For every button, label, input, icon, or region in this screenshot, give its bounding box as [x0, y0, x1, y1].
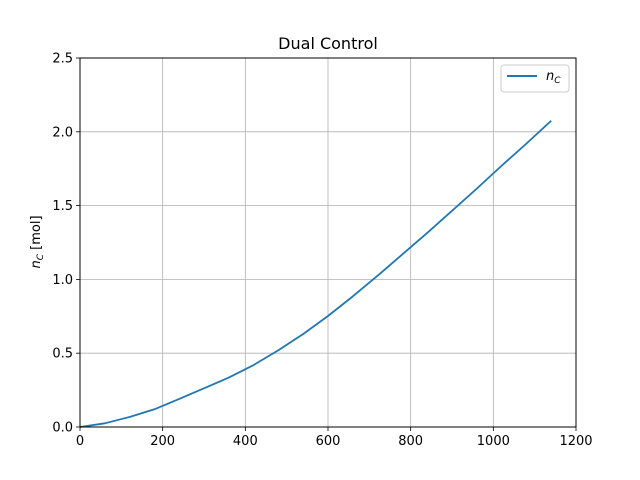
y-tick-label: 2.5 — [52, 52, 73, 67]
y-axis-label-unit: [mol] — [29, 215, 44, 254]
legend-label-sub: C — [554, 76, 561, 86]
legend-box — [500, 64, 570, 93]
series-line-nc — [79, 120, 552, 428]
y-tick-label: 0.0 — [52, 421, 73, 436]
x-axis: 0 200 400 600 800 1000 1200 — [76, 427, 593, 449]
y-axis-label-sub: C — [36, 253, 46, 260]
y-tick-label: 1.0 — [52, 273, 73, 288]
y-axis-label: nC [mol] — [29, 215, 46, 268]
x-tick-label: 200 — [150, 434, 175, 449]
y-tick-label: 2.0 — [52, 125, 73, 140]
x-tick-label: 400 — [233, 434, 258, 449]
y-tick-label: 0.5 — [52, 347, 73, 362]
chart-title: Dual Control — [278, 34, 378, 53]
series-layer — [79, 120, 552, 428]
legend-label-main: n — [546, 69, 554, 84]
x-tick-label: 600 — [316, 434, 341, 449]
x-tick-label: 800 — [398, 434, 423, 449]
legend-label: nC — [546, 69, 561, 86]
x-tick-label: 0 — [76, 434, 84, 449]
y-tick-label: 1.5 — [52, 199, 73, 214]
legend: nC — [500, 64, 570, 93]
y-axis: 0.0 0.5 1.0 1.5 2.0 2.5 — [52, 52, 80, 436]
x-tick-label: 1200 — [559, 434, 592, 449]
x-tick-label: 1000 — [477, 434, 510, 449]
y-axis-label-main: n — [29, 260, 44, 268]
